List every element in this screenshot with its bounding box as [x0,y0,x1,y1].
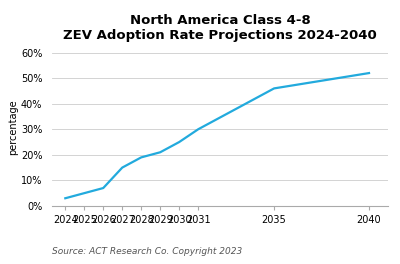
Text: Source: ACT Research Co. Copyright 2023: Source: ACT Research Co. Copyright 2023 [52,247,242,256]
Y-axis label: percentage: percentage [8,99,18,154]
Title: North America Class 4-8
ZEV Adoption Rate Projections 2024-2040: North America Class 4-8 ZEV Adoption Rat… [63,14,377,42]
